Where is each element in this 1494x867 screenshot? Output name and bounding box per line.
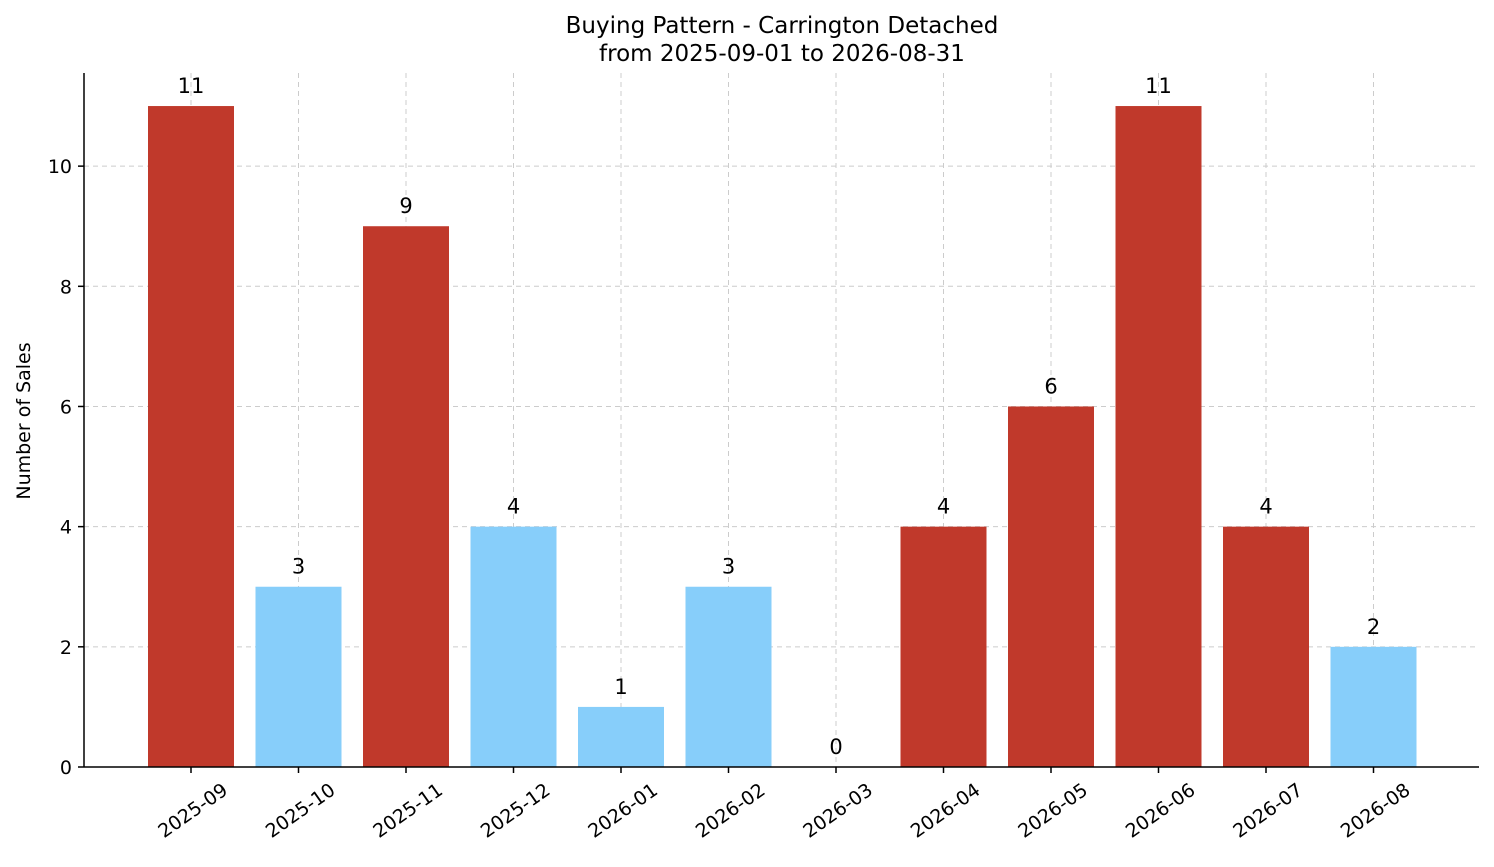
bar-value-label: 9 bbox=[399, 194, 412, 218]
bar-2026-07 bbox=[1223, 526, 1309, 767]
x-tick-label: 2025-10 bbox=[262, 779, 340, 843]
bar-value-label: 6 bbox=[1044, 374, 1057, 398]
bar-2025-09 bbox=[148, 106, 234, 768]
x-tick-label: 2026-07 bbox=[1229, 779, 1307, 843]
x-tick-label: 2026-03 bbox=[799, 779, 877, 843]
bar-value-label: 4 bbox=[507, 495, 520, 519]
chart-title: Buying Pattern - Carrington Detached bbox=[566, 13, 999, 39]
chart-subtitle: from 2025-09-01 to 2026-08-31 bbox=[599, 41, 965, 67]
y-axis-label: Number of Sales bbox=[13, 342, 35, 499]
bar-value-label: 11 bbox=[1145, 74, 1172, 98]
x-tick-label: 2026-02 bbox=[692, 779, 770, 843]
x-tick-label: 2025-09 bbox=[154, 779, 232, 843]
x-tick-label: 2026-01 bbox=[584, 779, 662, 843]
x-tick-label: 2026-06 bbox=[1122, 779, 1200, 843]
y-tick-label: 2 bbox=[60, 637, 72, 659]
axis-layer bbox=[78, 73, 1479, 773]
bar-2025-10 bbox=[255, 586, 342, 767]
bar-value-label: 2 bbox=[1367, 615, 1380, 639]
bar-2026-02 bbox=[685, 586, 772, 767]
bar-2026-06 bbox=[1115, 106, 1202, 768]
bar-2026-05 bbox=[1008, 406, 1094, 767]
y-tick-label: 10 bbox=[48, 156, 72, 178]
bar-2026-01 bbox=[578, 706, 664, 767]
bar-value-label: 1 bbox=[614, 675, 627, 699]
x-tick-label: 2025-12 bbox=[477, 779, 555, 843]
bar-value-label: 4 bbox=[1259, 495, 1272, 519]
bar-2026-04 bbox=[900, 526, 987, 767]
y-tick-label: 6 bbox=[60, 396, 72, 418]
y-tick-label: 8 bbox=[60, 276, 72, 298]
bar-value-label: 0 bbox=[829, 735, 842, 759]
bar-2026-08 bbox=[1330, 646, 1417, 767]
y-tick-label: 0 bbox=[60, 757, 72, 779]
x-tick-label: 2026-04 bbox=[907, 779, 985, 843]
x-tick-label: 2026-05 bbox=[1014, 779, 1092, 843]
x-tick-label: 2025-11 bbox=[369, 779, 447, 843]
bar-value-label: 11 bbox=[178, 74, 205, 98]
bar-value-label: 3 bbox=[722, 555, 735, 579]
bar-2025-12 bbox=[470, 526, 557, 767]
y-tick-label: 4 bbox=[60, 517, 72, 539]
x-tick-label: 2026-08 bbox=[1337, 779, 1415, 843]
bar-layer bbox=[148, 106, 1417, 768]
bar-value-label: 3 bbox=[292, 555, 305, 579]
bar-value-label: 4 bbox=[937, 495, 950, 519]
bar-2025-11 bbox=[363, 226, 449, 768]
